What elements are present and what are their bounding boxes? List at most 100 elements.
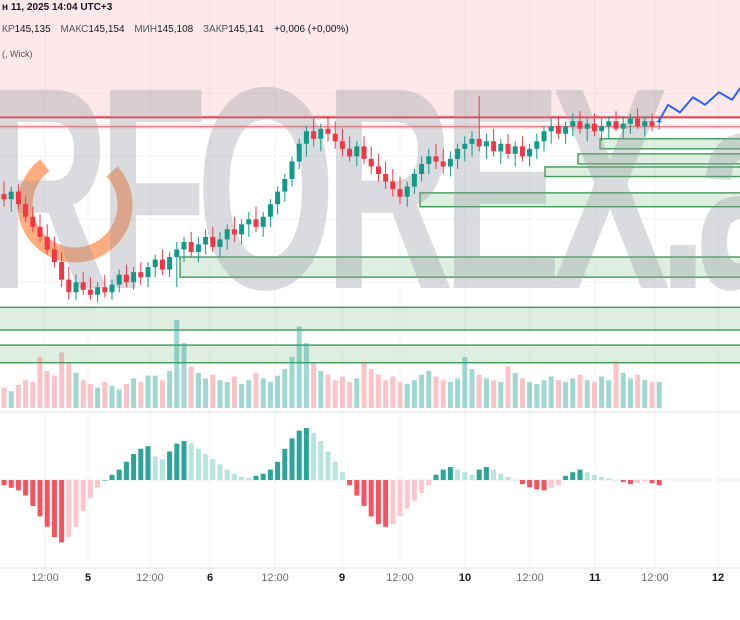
x-axis-label[interactable]: 12:00 — [261, 572, 289, 584]
candle-body — [23, 204, 29, 217]
macd-bar — [282, 448, 288, 480]
macd-bar — [73, 480, 79, 527]
volume-bar — [649, 382, 655, 408]
candle-body — [296, 143, 302, 162]
candle-body — [66, 279, 72, 293]
volume-bar — [476, 374, 482, 408]
macd-bar — [620, 480, 626, 483]
candle-body — [649, 121, 655, 127]
x-axis-label[interactable]: 12:00 — [516, 572, 544, 584]
candle-body — [548, 126, 554, 132]
candle-body — [455, 148, 461, 159]
candle-body — [606, 121, 612, 127]
candle-body — [246, 219, 252, 225]
candle-body — [188, 241, 194, 252]
candle-body — [354, 146, 360, 157]
volume-bar — [440, 380, 446, 408]
macd-bar — [59, 480, 65, 543]
candle-body — [1, 194, 7, 200]
x-axis-label[interactable]: 10 — [459, 572, 471, 584]
volume-bar — [498, 382, 504, 408]
support-zone — [599, 138, 740, 150]
macd-bar — [253, 475, 259, 480]
candle-body — [102, 287, 108, 293]
candle-body — [195, 244, 201, 252]
x-axis-label[interactable]: 5 — [85, 572, 91, 584]
volume-bar — [152, 375, 158, 408]
volume-bar — [411, 380, 417, 408]
volume-bar — [433, 376, 439, 408]
candle-body — [217, 239, 223, 247]
candle-body — [411, 174, 417, 187]
macd-bar — [505, 476, 511, 480]
macd-bar — [390, 480, 396, 525]
macd-bar — [361, 480, 367, 506]
low-value: 145,108 — [157, 24, 194, 35]
support-zone — [419, 192, 740, 208]
macd-bar — [476, 469, 482, 480]
volume-bar — [404, 383, 410, 408]
volume-bar — [73, 372, 79, 408]
candle-body — [368, 158, 374, 167]
candle-body — [577, 121, 583, 129]
candle-body — [563, 126, 569, 134]
x-axis-label[interactable]: 12 — [712, 572, 724, 584]
candle-body — [87, 289, 93, 295]
candle-body — [210, 236, 216, 247]
volume-bar — [462, 357, 468, 408]
x-axis-label[interactable]: 6 — [207, 572, 213, 584]
volume-bar — [116, 389, 122, 408]
x-axis-label[interactable]: 12:00 — [641, 572, 669, 584]
macd-bar — [642, 480, 648, 482]
macd-bar — [15, 480, 21, 491]
candle-body — [505, 143, 511, 154]
volume-bar — [131, 378, 137, 408]
volume-bar — [469, 369, 475, 408]
candle-body — [37, 226, 43, 237]
volume-bar — [296, 326, 302, 408]
macd-bar — [51, 480, 57, 538]
candle-body — [224, 229, 230, 240]
candle-body — [8, 191, 14, 200]
volume-bar — [613, 361, 619, 408]
candle-body — [433, 156, 439, 162]
candle-body — [44, 236, 50, 250]
macd-bar — [325, 451, 331, 480]
macd-bar — [483, 467, 489, 480]
volume-bar — [599, 376, 605, 408]
candle-body — [599, 126, 605, 132]
volume-bar — [23, 380, 29, 408]
volume-bar — [577, 374, 583, 408]
x-axis-label[interactable]: 12:00 — [386, 572, 414, 584]
volume-bar — [563, 382, 569, 408]
x-axis-label[interactable]: 9 — [339, 572, 345, 584]
x-axis-label[interactable]: 12:00 — [136, 572, 164, 584]
volume-bar — [246, 380, 252, 408]
macd-bar — [246, 477, 252, 480]
high-value: 145,154 — [88, 24, 125, 35]
volume-bar — [253, 372, 259, 408]
volume-bar — [419, 374, 425, 408]
candle-body — [51, 249, 57, 263]
candle-body — [512, 146, 518, 154]
volume-bar — [8, 391, 14, 408]
volume-bar — [426, 370, 432, 408]
x-axis-label[interactable]: 11 — [589, 572, 601, 584]
x-axis[interactable]: 12:00 5 12:00 6 12:00 9 12:00 10 12:00 11 12:00 12 — [31, 572, 724, 584]
volume-bars — [1, 320, 662, 408]
macd-bar — [577, 469, 583, 480]
macd-bar — [224, 469, 230, 480]
support-zone — [577, 153, 740, 165]
x-axis-label[interactable]: 12:00 — [31, 572, 59, 584]
macd-bar — [1, 480, 7, 486]
macd-bar — [347, 480, 353, 486]
volume-bar — [260, 378, 266, 408]
candle-body — [440, 161, 446, 167]
macd-bar — [635, 480, 641, 484]
macd-bar — [498, 473, 504, 480]
macd-bar — [159, 459, 165, 480]
volume-bar — [145, 375, 151, 408]
